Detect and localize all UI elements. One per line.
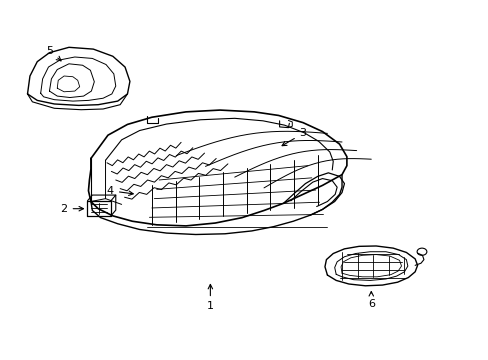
Text: 3: 3: [282, 129, 306, 146]
Text: 4: 4: [106, 186, 133, 196]
Text: 5: 5: [46, 46, 61, 61]
Text: 2: 2: [61, 204, 83, 214]
Text: 1: 1: [206, 284, 213, 311]
Text: 6: 6: [367, 292, 374, 309]
